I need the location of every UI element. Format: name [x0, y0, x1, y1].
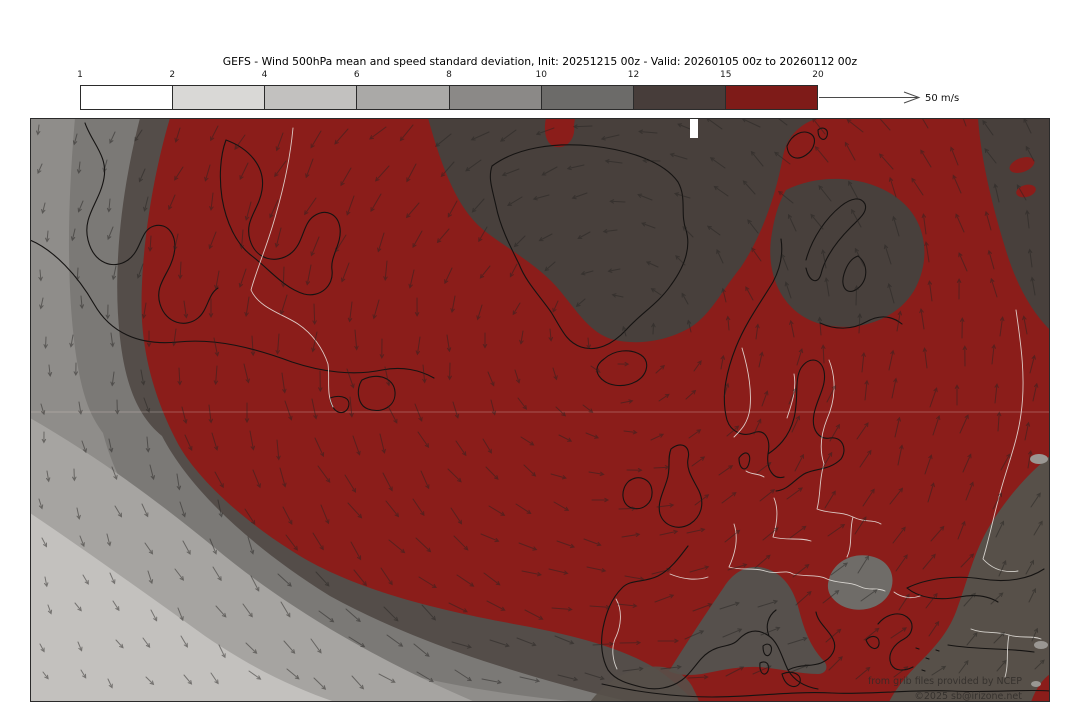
red-patch-bottom-right-corner: [1031, 674, 1050, 702]
colorbar-segment: [541, 86, 634, 109]
credit-copyright-text: ©2025 sb@irizone.net: [914, 691, 1022, 702]
wind-reference-arrow: 50 m/s: [819, 91, 959, 104]
coastline-north-africa: [601, 683, 1050, 698]
tick-label: 20: [812, 70, 824, 80]
stddev-gray-bands: [30, 118, 630, 702]
colorbar: [80, 85, 818, 110]
coastline-greece-aegean-turkey-blacksea: [865, 568, 1045, 672]
border-canada-provinces: [250, 127, 334, 408]
figure-title: GEFS - Wind 500hPa mean and speed standa…: [222, 55, 858, 68]
colorbar-segment: [173, 86, 266, 109]
stddev-dark-overlays: [428, 118, 1050, 702]
colorbar-segment: [265, 86, 358, 109]
coastline-newfoundland: [329, 375, 396, 414]
wind-arrow-glyphs: [36, 118, 1045, 690]
map-canvas: from grib files provided by NCEP ©2025 s…: [30, 118, 1050, 702]
coastline-greenland: [489, 144, 689, 350]
tick-label: 12: [627, 70, 640, 80]
tick-label: 8: [446, 70, 452, 80]
border-iberia-france: [612, 573, 709, 670]
red-spot-ne-2: [1016, 184, 1036, 198]
coastline-novaya-zemlya-svalbard: [786, 127, 867, 282]
credit-source-text: from grib files provided by NCEP: [868, 676, 1022, 687]
tick-label: 15: [720, 70, 732, 80]
italy-mediterranean-dark-region: [669, 566, 827, 675]
border-east-europe: [772, 463, 882, 558]
red-spot-ne-1: [1009, 157, 1035, 173]
tick-label: 2: [169, 70, 176, 80]
colorbar-segment: [357, 86, 450, 109]
colorbar-segment: [449, 86, 542, 109]
light-spot-caucasus-1: [1030, 454, 1048, 464]
light-spot-caucasus-3: [1031, 681, 1041, 687]
country-borders: [250, 127, 1042, 678]
coastline-quebec-stlawrence: [30, 239, 435, 379]
barents-white-sea-dark-region: [770, 178, 925, 327]
tick-label: 1: [77, 70, 83, 80]
colorbar-segment: [633, 86, 726, 109]
coastline-britain-ireland: [622, 444, 703, 528]
border-central-europe: [728, 470, 886, 592]
colorbar-segment: [81, 86, 174, 109]
coastline-hudson-bay: [84, 122, 219, 324]
map-frame-border: [30, 118, 1050, 702]
border-scandinavia: [733, 347, 835, 465]
light-spot-caucasus-2: [1034, 641, 1048, 649]
tick-label: 10: [535, 70, 547, 80]
tick-label: 6: [353, 70, 360, 80]
coastline-baffin-island: [219, 139, 341, 296]
arctic-greenland-dark-region: [428, 118, 818, 343]
map-top-white-notch: [690, 118, 698, 138]
coastline-west-europe-iberia: [601, 545, 836, 690]
wind-vector-field: [36, 118, 1045, 690]
south-spain-dark-tongue: [590, 666, 699, 702]
reference-arrow-label: 50 m/s: [925, 93, 959, 104]
coastline-scandinavia-baltic: [723, 238, 845, 492]
tick-label: 4: [261, 70, 268, 80]
stddev-band-4-6: [30, 513, 335, 702]
red-patch-north-greenland: [544, 118, 575, 148]
balkan-gray-patch: [827, 555, 893, 610]
colorbar-segment: [725, 86, 817, 109]
coastlines: [30, 122, 1050, 698]
reference-arrow-head-icon: [903, 91, 921, 104]
coastline-white-sea-kola: [819, 255, 903, 329]
colorbar-tick-labels: 1 2 4 6 8 10 12 15 20: [77, 70, 824, 82]
border-russia-west: [982, 309, 1024, 572]
southeast-dark-region: [889, 456, 1050, 702]
stddev-small-patches: [544, 118, 1050, 702]
